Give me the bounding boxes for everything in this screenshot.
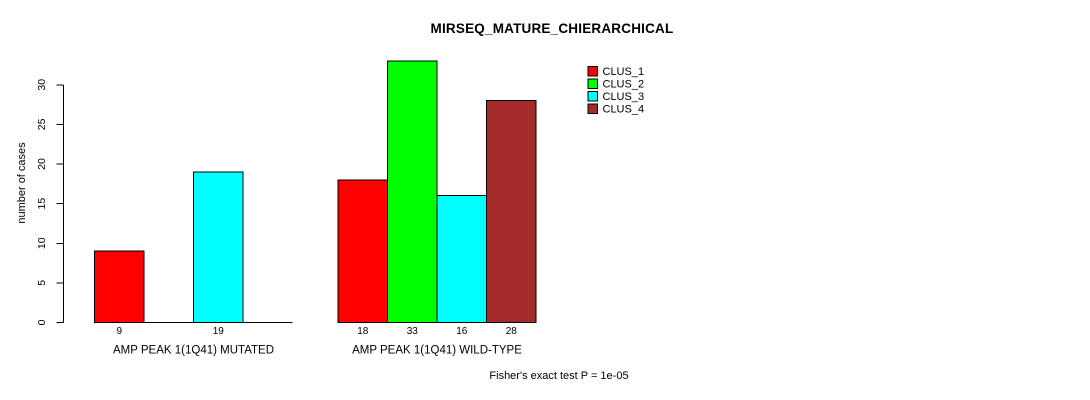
bar-clus_1-cat1: [337, 179, 388, 323]
x-category-label: AMP PEAK 1(1Q41) MUTATED: [113, 345, 274, 357]
bar-clus_1-cat0: [94, 250, 145, 323]
bar-value-label: 19: [213, 326, 225, 337]
chart-title: MIRSEQ_MATURE_CHIERARCHICAL: [430, 21, 674, 36]
y-tick-label: 10: [36, 237, 48, 249]
bar-clus_2-cat1: [387, 60, 438, 323]
bar-value-label: 28: [506, 326, 518, 337]
legend-swatch-clus_1: [587, 66, 598, 77]
y-tick-label: 25: [36, 118, 48, 130]
y-tick-label: 5: [36, 280, 48, 286]
legend-swatch-clus_3: [587, 91, 598, 102]
annotation-text: Fisher's exact test P = 1e-05: [489, 370, 629, 382]
bar-clus_3-cat1: [436, 195, 487, 323]
legend-label-clus_1: CLUS_1: [603, 66, 645, 78]
y-tick-label: 15: [36, 198, 48, 210]
legend-label-clus_3: CLUS_3: [603, 91, 645, 103]
bar-value-label: 18: [357, 326, 369, 337]
bar-value-label: 9: [116, 326, 122, 337]
bar-value-label: 33: [407, 326, 419, 337]
bar-value-label: 16: [456, 326, 468, 337]
y-tick-label: 20: [36, 158, 48, 170]
x-category-label: AMP PEAK 1(1Q41) WILD-TYPE: [352, 345, 522, 357]
legend-swatch-clus_4: [587, 103, 598, 114]
bar-clus_3-cat0: [193, 171, 244, 323]
legend-label-clus_2: CLUS_2: [603, 79, 645, 91]
y-tick-label: 0: [36, 319, 48, 325]
y-tick-label: 30: [36, 79, 48, 91]
legend-swatch-clus_2: [587, 78, 598, 89]
bar-clus_4-cat1: [486, 100, 537, 323]
legend-label-clus_4: CLUS_4: [603, 104, 645, 116]
